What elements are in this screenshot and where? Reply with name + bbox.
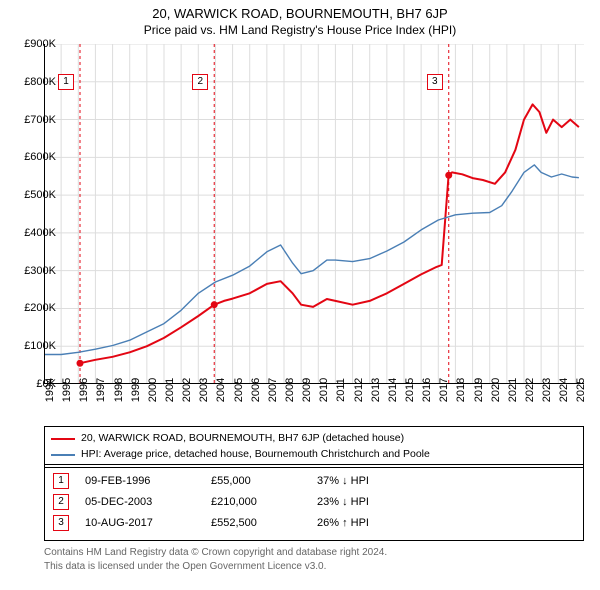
sale-marker: 2 <box>53 494 69 510</box>
event-marker: 3 <box>427 74 443 90</box>
x-tick-label: 2022 <box>524 378 536 402</box>
x-tick-label: 2003 <box>198 378 210 402</box>
x-tick-label: 1996 <box>78 378 90 402</box>
sale-pct: 37% ↓ HPI <box>317 471 427 492</box>
x-tick-label: 1997 <box>95 378 107 402</box>
x-tick-label: 2002 <box>181 378 193 402</box>
sale-date: 09-FEB-1996 <box>85 471 195 492</box>
x-tick-label: 2015 <box>404 378 416 402</box>
plot-border <box>44 44 584 384</box>
title-subtitle: Price paid vs. HM Land Registry's House … <box>0 23 600 37</box>
y-tick-label: £800K <box>16 76 56 88</box>
x-tick-label: 2011 <box>335 378 347 402</box>
sale-pct: 26% ↑ HPI <box>317 513 427 534</box>
y-tick-label: £700K <box>16 114 56 126</box>
sale-pct: 23% ↓ HPI <box>317 492 427 513</box>
legend-label: 20, WARWICK ROAD, BOURNEMOUTH, BH7 6JP (… <box>81 431 404 447</box>
x-tick-label: 2025 <box>575 378 587 402</box>
x-tick-label: 1999 <box>130 378 142 402</box>
sale-date: 05-DEC-2003 <box>85 492 195 513</box>
x-tick-label: 1994 <box>44 378 56 402</box>
x-tick-label: 2024 <box>558 378 570 402</box>
sale-price: £552,500 <box>211 513 301 534</box>
x-tick-label: 2009 <box>301 378 313 402</box>
chart-area <box>44 44 584 384</box>
x-tick-label: 2012 <box>353 378 365 402</box>
x-tick-label: 1998 <box>113 378 125 402</box>
event-marker: 1 <box>58 74 74 90</box>
y-tick-label: £200K <box>16 302 56 314</box>
sale-price: £210,000 <box>211 492 301 513</box>
footer-line: Contains HM Land Registry data © Crown c… <box>44 546 584 560</box>
x-tick-label: 2021 <box>507 378 519 402</box>
x-tick-label: 2008 <box>284 378 296 402</box>
x-tick-label: 2017 <box>438 378 450 402</box>
y-tick-label: £600K <box>16 151 56 163</box>
x-tick-label: 2000 <box>147 378 159 402</box>
legend-swatch <box>51 438 75 440</box>
sale-row: 1 09-FEB-1996 £55,000 37% ↓ HPI <box>53 471 575 492</box>
legend-swatch <box>51 454 75 456</box>
legend-box: 20, WARWICK ROAD, BOURNEMOUTH, BH7 6JP (… <box>44 426 584 468</box>
x-tick-label: 2014 <box>387 378 399 402</box>
x-tick-label: 1995 <box>61 378 73 402</box>
x-tick-label: 2013 <box>370 378 382 402</box>
y-tick-label: £100K <box>16 340 56 352</box>
legend-item: HPI: Average price, detached house, Bour… <box>51 447 577 463</box>
y-tick-label: £500K <box>16 189 56 201</box>
legend-item: 20, WARWICK ROAD, BOURNEMOUTH, BH7 6JP (… <box>51 431 577 447</box>
x-tick-label: 2018 <box>455 378 467 402</box>
x-tick-label: 2010 <box>318 378 330 402</box>
y-tick-label: £300K <box>16 265 56 277</box>
x-tick-label: 2023 <box>541 378 553 402</box>
x-tick-label: 2005 <box>233 378 245 402</box>
x-tick-label: 2004 <box>215 378 227 402</box>
x-tick-label: 2016 <box>421 378 433 402</box>
footer-attribution: Contains HM Land Registry data © Crown c… <box>44 546 584 573</box>
x-tick-label: 2019 <box>473 378 485 402</box>
chart-container: 20, WARWICK ROAD, BOURNEMOUTH, BH7 6JP P… <box>0 0 600 590</box>
sale-marker: 1 <box>53 473 69 489</box>
x-tick-label: 2001 <box>164 378 176 402</box>
sale-price: £55,000 <box>211 471 301 492</box>
legend-label: HPI: Average price, detached house, Bour… <box>81 447 430 463</box>
event-marker: 2 <box>192 74 208 90</box>
sales-table: 1 09-FEB-1996 £55,000 37% ↓ HPI 2 05-DEC-2003… <box>44 464 584 541</box>
y-tick-label: £400K <box>16 227 56 239</box>
sale-row: 2 05-DEC-2003 £210,000 23% ↓ HPI <box>53 492 575 513</box>
sale-row: 3 10-AUG-2017 £552,500 26% ↑ HPI <box>53 513 575 534</box>
sale-marker: 3 <box>53 515 69 531</box>
footer-line: This data is licensed under the Open Gov… <box>44 560 584 574</box>
y-tick-label: £900K <box>16 38 56 50</box>
title-address: 20, WARWICK ROAD, BOURNEMOUTH, BH7 6JP <box>0 6 600 21</box>
titles: 20, WARWICK ROAD, BOURNEMOUTH, BH7 6JP P… <box>0 0 600 37</box>
x-tick-label: 2007 <box>267 378 279 402</box>
x-tick-label: 2020 <box>490 378 502 402</box>
x-tick-label: 2006 <box>250 378 262 402</box>
sale-date: 10-AUG-2017 <box>85 513 195 534</box>
